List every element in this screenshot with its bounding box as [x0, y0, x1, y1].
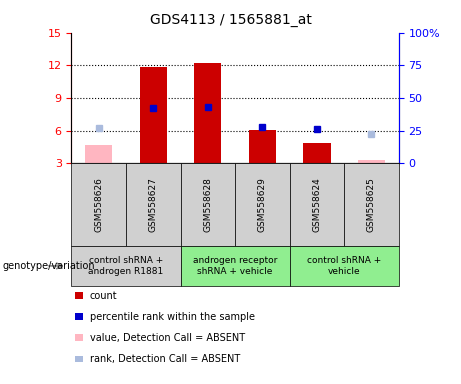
Bar	[358, 160, 385, 163]
Text: rank, Detection Call = ABSENT: rank, Detection Call = ABSENT	[90, 354, 240, 364]
Bar	[249, 130, 276, 163]
Text: GSM558624: GSM558624	[313, 177, 321, 232]
Text: GSM558626: GSM558626	[94, 177, 103, 232]
Text: GSM558627: GSM558627	[149, 177, 158, 232]
Text: GSM558625: GSM558625	[367, 177, 376, 232]
Text: percentile rank within the sample: percentile rank within the sample	[90, 312, 255, 322]
Text: GSM558629: GSM558629	[258, 177, 267, 232]
Text: GSM558628: GSM558628	[203, 177, 213, 232]
Bar	[194, 63, 221, 163]
Text: genotype/variation: genotype/variation	[2, 261, 95, 271]
Bar	[140, 68, 167, 163]
Text: androgen receptor
shRNA + vehicle: androgen receptor shRNA + vehicle	[193, 256, 278, 276]
Text: control shRNA +
vehicle: control shRNA + vehicle	[307, 256, 381, 276]
Text: value, Detection Call = ABSENT: value, Detection Call = ABSENT	[90, 333, 245, 343]
Bar	[303, 142, 331, 163]
Bar	[85, 145, 112, 163]
Text: count: count	[90, 291, 118, 301]
Text: GDS4113 / 1565881_at: GDS4113 / 1565881_at	[149, 13, 312, 27]
Text: control shRNA +
androgen R1881: control shRNA + androgen R1881	[89, 256, 164, 276]
